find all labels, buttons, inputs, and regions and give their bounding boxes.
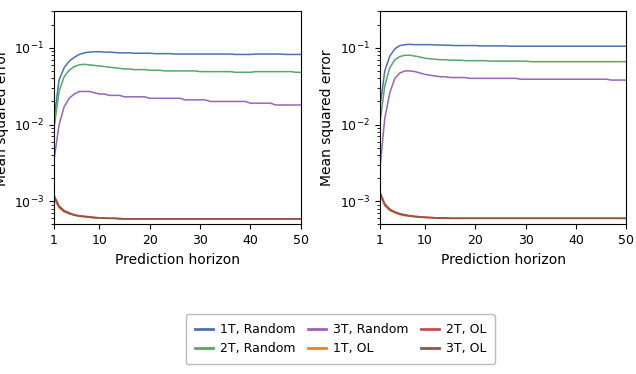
X-axis label: Prediction horizon: Prediction horizon (441, 253, 565, 267)
X-axis label: Prediction horizon: Prediction horizon (115, 253, 240, 267)
Y-axis label: Mean squared error: Mean squared error (0, 49, 8, 186)
Legend: 1T, Random, 2T, Random, 3T, Random, 1T, OL, 2T, OL, 3T, OL: 1T, Random, 2T, Random, 3T, Random, 1T, … (186, 314, 495, 364)
Y-axis label: Mean squared error: Mean squared error (320, 49, 335, 186)
